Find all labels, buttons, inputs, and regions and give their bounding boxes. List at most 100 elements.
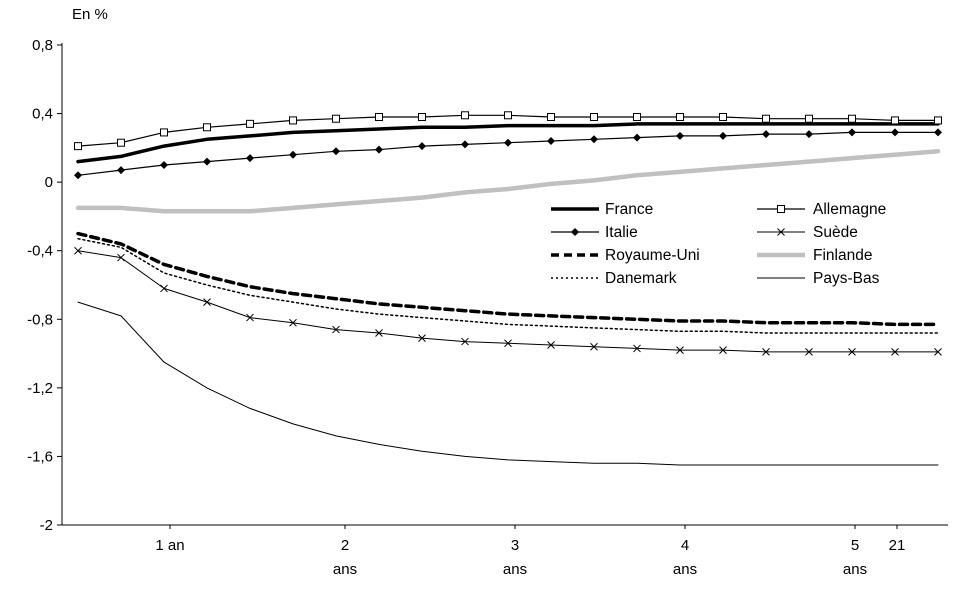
diamond-marker [571,228,579,236]
y-tick-label: -0,8 [27,311,53,328]
square-open-marker [805,114,813,123]
diamond-marker [547,137,555,145]
legend-item-france: France [551,201,653,218]
x-tick-sublabel: ans [503,561,527,578]
diamond-marker [891,128,899,137]
diamond-marker [590,135,598,144]
diamond-marker [203,157,211,166]
square-open-marker [762,114,770,123]
legend-item-suede: Suède [757,224,858,241]
x-tick-label: 4 [681,537,689,554]
legend-label-royaume-uni: Royaume-Uni [605,247,700,264]
legend-item-finlande: Finlande [757,247,872,264]
x-marker [590,342,598,351]
x-tick-sublabel: ans [843,561,867,578]
series-line-finlande [75,149,941,214]
diamond-marker [719,131,727,140]
square-open-marker [332,114,340,123]
legend-label-suede: Suède [813,224,858,241]
x-marker [676,346,684,354]
x-marker [74,246,82,255]
square-open-marker [418,113,426,121]
y-tick-label: -0,4 [27,243,53,260]
x-marker [777,228,785,236]
x-tick-label: 1 an [155,537,184,554]
square-open-marker [719,113,727,121]
square-open-marker [590,113,598,121]
diamond-marker [676,131,684,140]
x-marker [719,346,727,354]
square-open-marker [676,113,684,121]
series-line-france [76,122,940,164]
y-tick-label: -2 [40,517,53,534]
x-marker [203,298,211,306]
x-marker [418,334,426,342]
y-tick-label: 0 [45,174,53,191]
y-axis-unit-label: En % [72,6,108,23]
diamond-marker [74,171,82,180]
x-marker [633,344,641,353]
square-open-marker [160,128,168,137]
x-marker [160,284,168,293]
legend-item-allemagne: Allemagne [757,201,886,218]
x-marker [117,253,125,262]
x-marker [375,329,383,337]
diamond-marker [289,150,297,159]
series-line-danemark [77,237,939,334]
diamond-marker [418,142,426,151]
diamond-marker [160,161,168,169]
x-marker [934,348,942,356]
x-tick-label: 21 [889,537,906,554]
series-markers-allemagne [74,111,942,151]
legend-item-royaume-uni: Royaume-Uni [551,247,700,264]
diamond-marker [246,154,254,163]
square-open-marker [891,116,899,125]
square-open-marker [289,116,297,125]
legend-item-danemark: Danemark [551,270,677,287]
square-open-marker [117,138,125,147]
x-marker [848,348,856,356]
series-line-pays-bas [77,301,939,466]
square-open-marker [848,114,856,123]
x-marker [289,318,297,327]
x-marker [547,341,555,349]
x-marker [805,348,813,356]
legend-label-pays-bas: Pays-Bas [813,270,880,287]
series-line-suede [77,250,939,353]
diamond-marker [805,130,813,139]
diamond-marker [504,138,512,147]
x-tick-label: 3 [511,537,519,554]
diamond-marker [461,140,469,149]
legend-label-italie: Italie [605,224,638,241]
square-open-marker [203,123,211,132]
x-marker [504,339,512,348]
square-open-marker [934,116,942,125]
x-marker [461,337,469,346]
diamond-marker [762,130,770,139]
square-open-marker [777,205,785,213]
square-open-marker [375,113,383,121]
diamond-marker [633,133,641,142]
x-tick-sublabel: ans [673,561,697,578]
x-marker [762,348,770,356]
legend-item-pays-bas: Pays-Bas [757,270,880,287]
square-open-marker [461,111,469,120]
diamond-marker [117,166,125,175]
square-open-marker [547,113,555,121]
series-line-royaume-uni [76,231,940,327]
y-tick-label: 0,8 [32,37,53,54]
series-markers-italie [74,128,942,180]
x-marker [246,313,254,322]
legend-label-allemagne: Allemagne [813,201,886,218]
y-tick-label: -1,6 [27,448,53,465]
diamond-marker [848,128,856,137]
legend-label-danemark: Danemark [605,270,677,287]
diamond-marker [332,147,340,156]
y-tick-label: -1,2 [27,380,53,397]
legend-label-finlande: Finlande [813,247,872,264]
x-marker [891,348,899,356]
diamond-marker [375,145,383,154]
diamond-marker [934,128,942,137]
square-open-marker [246,119,254,128]
